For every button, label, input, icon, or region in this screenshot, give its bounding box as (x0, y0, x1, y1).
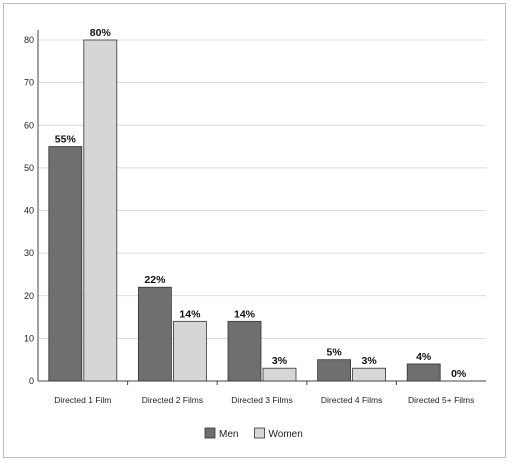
x-category-label: Directed 1 Film (54, 395, 111, 405)
bar-men (227, 320, 262, 382)
legend-label-women: Women (269, 429, 303, 440)
legend-swatch-women (254, 427, 265, 439)
data-label-men: 55% (55, 134, 77, 146)
bar-men (137, 286, 172, 382)
data-label-women: 80% (90, 27, 112, 39)
bar-men (48, 146, 83, 382)
y-tick-label: 50 (24, 163, 34, 173)
bar-women (83, 39, 118, 382)
data-label-men: 4% (416, 351, 432, 363)
data-label-women: 14% (179, 308, 201, 320)
x-category-label: Directed 2 Films (142, 395, 203, 405)
y-tick-label: 30 (24, 248, 34, 258)
bar-women (352, 367, 387, 382)
y-tick-label: 70 (24, 78, 34, 88)
data-label-women: 0% (451, 368, 467, 380)
y-tick-label: 0 (29, 376, 34, 386)
legend-label-men: Men (219, 429, 238, 440)
x-category-label: Directed 4 Films (321, 395, 382, 405)
legend-swatch-men (204, 427, 216, 439)
x-category-label: Directed 3 Films (231, 395, 292, 405)
y-tick-label: 60 (24, 120, 34, 130)
y-tick-label: 80 (24, 35, 34, 45)
y-tick-label: 40 (24, 206, 34, 216)
y-tick-label: 10 (24, 333, 34, 343)
data-label-women: 3% (362, 355, 378, 367)
bar-men (317, 359, 352, 382)
x-category-label: Directed 5+ Films (408, 395, 474, 405)
data-label-men: 14% (234, 308, 256, 320)
y-tick-label: 20 (24, 291, 34, 301)
bar-men (406, 363, 441, 382)
bar-women (262, 367, 297, 382)
bar-women (172, 320, 207, 382)
data-label-men: 5% (327, 347, 343, 359)
data-label-women: 3% (272, 355, 288, 367)
data-label-men: 22% (144, 274, 166, 286)
